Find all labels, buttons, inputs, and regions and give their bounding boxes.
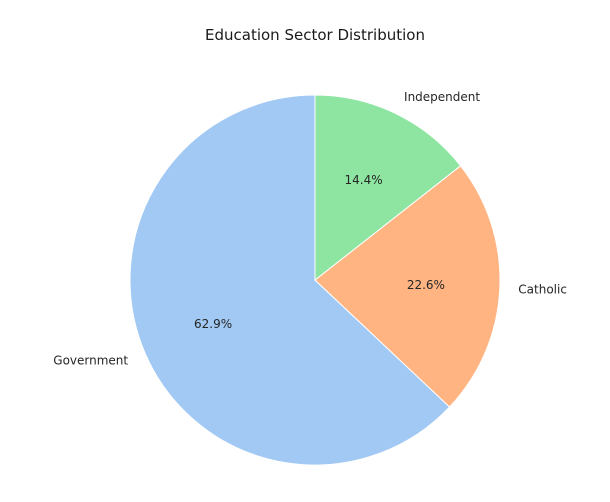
pie-labels: 62.9% Government 22.6% Catholic 14.4% Indepen… (53, 90, 567, 368)
pct-label-government: 62.9% (194, 317, 232, 331)
category-label-catholic: Catholic (518, 282, 567, 296)
pct-label-catholic: 22.6% (407, 278, 445, 292)
pie-slice-independent (314, 94, 462, 282)
pct-label-independent: 14.4% (345, 173, 383, 187)
pie-slices (129, 94, 501, 466)
category-label-independent: Independent (404, 90, 480, 104)
category-label-government: Government (53, 354, 128, 368)
chart-title: Education Sector Distribution (205, 26, 425, 44)
pie-slice-catholic (314, 165, 501, 408)
pie-slice-government (129, 94, 451, 466)
